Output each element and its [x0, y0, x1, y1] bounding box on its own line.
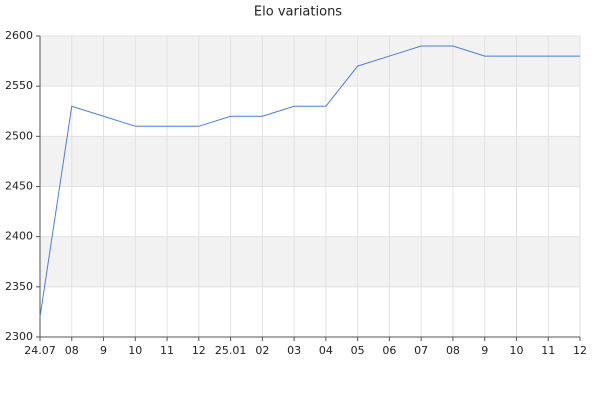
x-tick-label: 10	[128, 344, 142, 357]
grid-band	[40, 36, 580, 87]
y-tick-label: 2350	[5, 280, 33, 293]
grid-band	[40, 136, 580, 187]
x-tick-label: 08	[65, 344, 79, 357]
y-tick-label: 2300	[5, 330, 33, 343]
line	[39, 45, 580, 318]
x-tick-label: 05	[351, 344, 365, 357]
y-tick-label: 2500	[5, 129, 33, 142]
x-tick-label: 07	[414, 344, 428, 357]
x-tick-label: 10	[509, 344, 523, 357]
x-tick-label: 12	[573, 344, 587, 357]
y-tick-label: 2550	[5, 79, 33, 92]
x-tick-label: 02	[255, 344, 269, 357]
x-tick-label: 06	[382, 344, 396, 357]
x-tick-label: 9	[481, 344, 488, 357]
grid-band	[40, 236, 580, 287]
x-tick-label: 25.01	[215, 344, 247, 357]
chart-title: Elo variations	[254, 5, 342, 20]
x-tick-label: 11	[160, 344, 174, 357]
x-tick-label: 24.07	[24, 344, 56, 357]
x-tick-label: 08	[446, 344, 460, 357]
x-tick-label: 03	[287, 344, 301, 357]
x-tick-label: 11	[541, 344, 555, 357]
y-tick-label: 2400	[5, 230, 33, 243]
y-tick-label: 2600	[5, 29, 33, 42]
x-tick-label: 9	[100, 344, 107, 357]
x-tick-label: 04	[319, 344, 333, 357]
y-tick-label: 2450	[5, 180, 33, 193]
x-tick-label: 12	[192, 344, 206, 357]
